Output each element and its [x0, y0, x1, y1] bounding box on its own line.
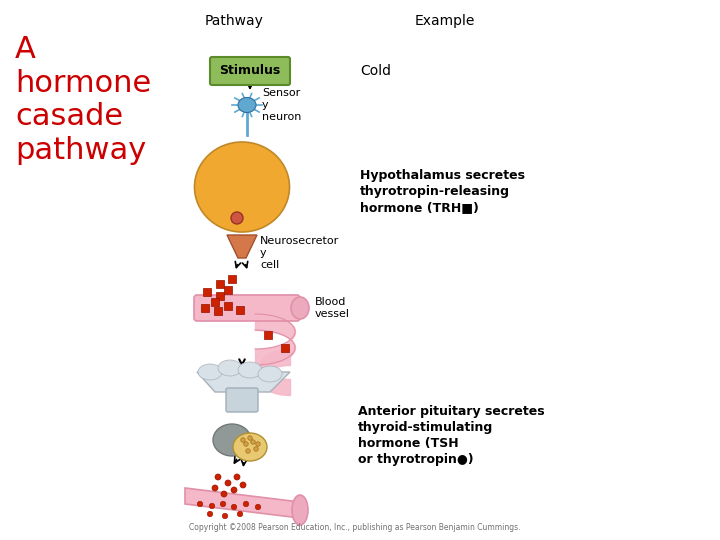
- Ellipse shape: [225, 480, 231, 486]
- Ellipse shape: [238, 98, 256, 112]
- Polygon shape: [185, 488, 300, 518]
- Ellipse shape: [238, 511, 243, 517]
- Ellipse shape: [248, 436, 252, 440]
- Text: Blood
vessel: Blood vessel: [315, 297, 350, 319]
- Ellipse shape: [207, 511, 212, 517]
- Bar: [214, 307, 222, 315]
- FancyBboxPatch shape: [226, 388, 258, 412]
- Ellipse shape: [233, 433, 267, 461]
- Bar: [216, 292, 224, 300]
- Ellipse shape: [231, 212, 243, 224]
- Ellipse shape: [244, 442, 248, 446]
- Bar: [216, 280, 224, 288]
- Bar: [211, 298, 219, 306]
- Ellipse shape: [246, 449, 251, 453]
- Text: Example: Example: [415, 14, 475, 28]
- Ellipse shape: [231, 487, 237, 493]
- Ellipse shape: [258, 366, 282, 382]
- Text: Sensor
y
neuron: Sensor y neuron: [262, 89, 302, 122]
- Text: Copyright ©2008 Pearson Education, Inc., publishing as Pearson Benjamin Cummings: Copyright ©2008 Pearson Education, Inc.,…: [189, 523, 521, 532]
- Ellipse shape: [213, 424, 251, 456]
- Bar: [203, 288, 211, 296]
- Ellipse shape: [240, 438, 246, 442]
- Ellipse shape: [215, 474, 221, 480]
- Ellipse shape: [197, 501, 203, 507]
- Ellipse shape: [291, 297, 309, 319]
- Text: Cold: Cold: [360, 64, 391, 78]
- Polygon shape: [197, 372, 290, 392]
- Ellipse shape: [256, 442, 260, 446]
- Ellipse shape: [243, 501, 248, 507]
- Ellipse shape: [222, 513, 228, 519]
- Bar: [264, 331, 272, 339]
- Bar: [281, 344, 289, 352]
- Polygon shape: [227, 235, 257, 258]
- Bar: [201, 304, 209, 312]
- Ellipse shape: [240, 482, 246, 488]
- Ellipse shape: [218, 360, 242, 376]
- Ellipse shape: [234, 474, 240, 480]
- Text: Stimulus: Stimulus: [220, 64, 281, 78]
- Text: A
hormone
casade
pathway: A hormone casade pathway: [15, 35, 151, 165]
- Bar: [228, 275, 236, 283]
- Text: Pathway: Pathway: [205, 14, 264, 28]
- Ellipse shape: [256, 504, 261, 510]
- Ellipse shape: [231, 504, 237, 510]
- FancyBboxPatch shape: [210, 57, 290, 85]
- Ellipse shape: [210, 503, 215, 509]
- Text: Hypothalamus secretes
thyrotropin-releasing
hormone (TRH■): Hypothalamus secretes thyrotropin-releas…: [360, 170, 525, 214]
- Ellipse shape: [212, 485, 218, 491]
- Bar: [236, 306, 244, 314]
- Ellipse shape: [194, 142, 289, 232]
- Ellipse shape: [253, 447, 258, 451]
- Text: Anterior pituitary secretes
thyroid-stimulating
hormone (TSH
or thyrotropin●): Anterior pituitary secretes thyroid-stim…: [358, 404, 544, 465]
- Bar: [224, 286, 232, 294]
- Ellipse shape: [198, 364, 222, 380]
- FancyBboxPatch shape: [194, 295, 300, 321]
- Text: Neurosecretor
y
cell: Neurosecretor y cell: [260, 237, 339, 269]
- Bar: [224, 302, 232, 310]
- Ellipse shape: [292, 495, 308, 525]
- Ellipse shape: [220, 501, 226, 507]
- Ellipse shape: [221, 491, 227, 497]
- Ellipse shape: [251, 440, 256, 444]
- Ellipse shape: [238, 362, 262, 378]
